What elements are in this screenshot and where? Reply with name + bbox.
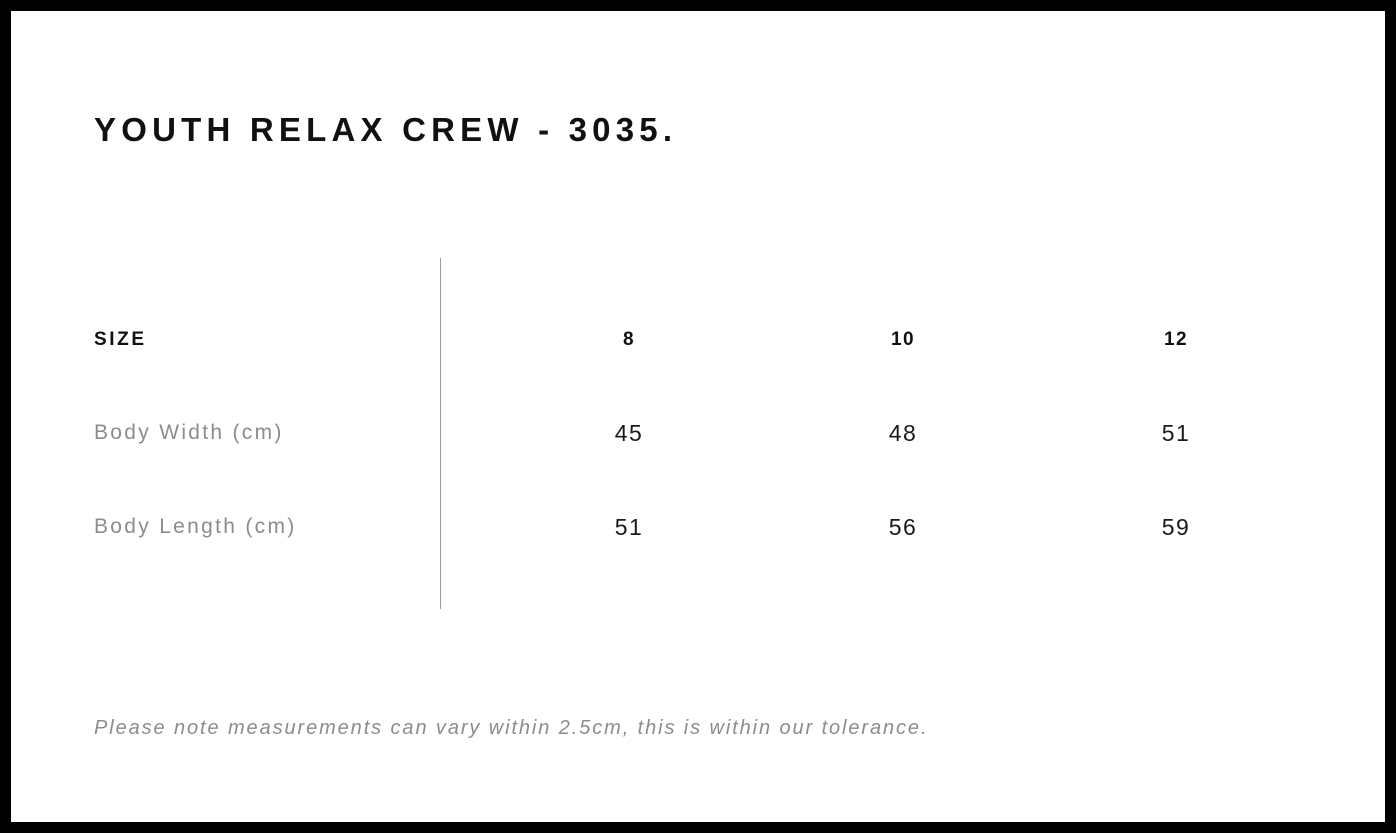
column-header-size-10: 10 [891, 329, 915, 350]
column-header-size-12: 12 [1164, 329, 1188, 350]
table-row: Body Width (cm) 45 48 51 [11, 415, 1385, 451]
row-label-body-width: Body Width (cm) [94, 421, 284, 444]
page-title: YOUTH RELAX CREW - 3035. [94, 111, 678, 148]
row-label-body-length: Body Length (cm) [94, 515, 297, 538]
cell-body-width-size-10: 48 [888, 420, 918, 446]
cell-body-width-size-8: 45 [614, 420, 644, 446]
size-chart-table: SIZE 8 10 12 Body Width (cm) 45 48 51 Bo… [11, 11, 1385, 822]
column-divider [440, 258, 441, 609]
tolerance-footnote: Please note measurements can vary within… [94, 717, 929, 739]
cell-body-length-size-10: 56 [888, 514, 918, 540]
column-header-size-8: 8 [623, 329, 635, 350]
cell-body-length-size-12: 59 [1161, 514, 1191, 540]
cell-body-width-size-12: 51 [1161, 420, 1191, 446]
size-chart-card: YOUTH RELAX CREW - 3035. SIZE 8 10 12 Bo… [11, 11, 1385, 822]
cell-body-length-size-8: 51 [614, 514, 644, 540]
table-header-row: SIZE 8 10 12 [11, 322, 1385, 358]
column-header-size: SIZE [94, 329, 147, 350]
table-row: Body Length (cm) 51 56 59 [11, 509, 1385, 545]
